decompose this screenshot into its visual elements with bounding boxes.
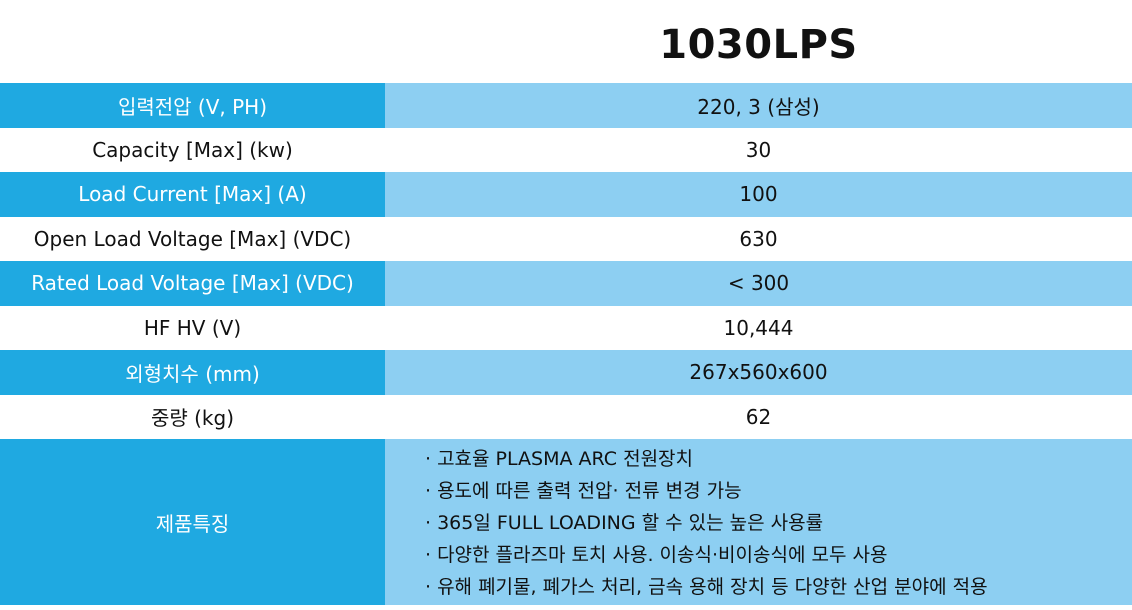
spec-value: 100 xyxy=(385,172,1132,217)
feature-item: · 용도에 따른 출력 전압· 전류 변경 가능 xyxy=(425,480,742,502)
spec-label: Capacity [Max] (kw) xyxy=(0,127,385,172)
model-title: 1030LPS xyxy=(659,21,858,68)
header-blank-cell xyxy=(0,0,385,83)
spec-row-open-load-voltage: Open Load Voltage [Max] (VDC) 630 xyxy=(0,216,1132,261)
spec-row-dimensions: 외형치수 (mm) 267x560x600 xyxy=(0,350,1132,395)
table-header: 1030LPS xyxy=(0,0,1132,83)
spec-row-load-current: Load Current [Max] (A) 100 xyxy=(0,172,1132,217)
spec-value: 10,444 xyxy=(385,305,1132,350)
spec-value: 630 xyxy=(385,216,1132,261)
spec-label: Open Load Voltage [Max] (VDC) xyxy=(0,216,385,261)
feature-item: · 다양한 플라즈마 토치 사용. 이송식·비이송식에 모두 사용 xyxy=(425,544,888,566)
spec-row-capacity: Capacity [Max] (kw) 30 xyxy=(0,127,1132,172)
spec-value: 267x560x600 xyxy=(385,350,1132,395)
feature-item: · 유해 폐기물, 폐가스 처리, 금속 용해 장치 등 다양한 산업 분야에 … xyxy=(425,576,988,598)
spec-value: < 300 xyxy=(385,261,1132,306)
spec-value: 220, 3 (삼성) xyxy=(385,83,1132,128)
feature-item: · 365일 FULL LOADING 할 수 있는 높은 사용률 xyxy=(425,512,824,534)
spec-label: Load Current [Max] (A) xyxy=(0,172,385,217)
spec-label: 중량 (kg) xyxy=(0,394,385,439)
spec-row-features: 제품특징 · 고효율 PLASMA ARC 전원장치 · 용도에 따른 출력 전… xyxy=(0,439,1132,605)
spec-value: 30 xyxy=(385,127,1132,172)
features-label: 제품특징 xyxy=(0,439,385,605)
spec-table: 입력전압 (V, PH) 220, 3 (삼성) Capacity [Max] … xyxy=(0,83,1132,605)
spec-label: 외형치수 (mm) xyxy=(0,350,385,395)
spec-label: 입력전압 (V, PH) xyxy=(0,83,385,128)
spec-value: 62 xyxy=(385,394,1132,439)
spec-row-weight: 중량 (kg) 62 xyxy=(0,394,1132,439)
spec-row-hf-hv: HF HV (V) 10,444 xyxy=(0,305,1132,350)
features-list: · 고효율 PLASMA ARC 전원장치 · 용도에 따른 출력 전압· 전류… xyxy=(385,439,1132,605)
spec-label: Rated Load Voltage [Max] (VDC) xyxy=(0,261,385,306)
spec-label: HF HV (V) xyxy=(0,305,385,350)
feature-item: · 고효율 PLASMA ARC 전원장치 xyxy=(425,448,694,470)
spec-row-rated-load-voltage: Rated Load Voltage [Max] (VDC) < 300 xyxy=(0,261,1132,306)
spec-row-input-voltage: 입력전압 (V, PH) 220, 3 (삼성) xyxy=(0,83,1132,128)
